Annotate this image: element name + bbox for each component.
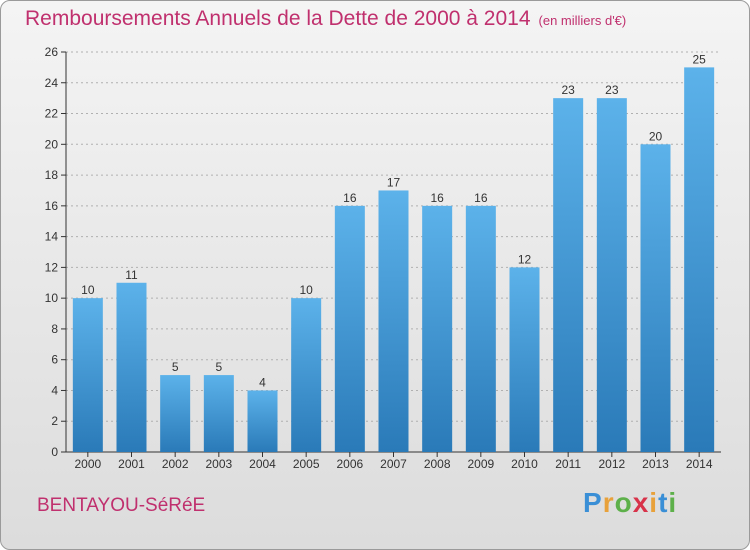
- y-tick-label: 8: [51, 322, 58, 336]
- y-tick-label: 12: [45, 260, 59, 274]
- bar-value-label: 16: [343, 191, 357, 205]
- x-tick-label: 2002: [162, 457, 189, 471]
- bar: [596, 98, 627, 453]
- y-tick-label: 4: [51, 383, 58, 397]
- x-tick-label: 2004: [249, 457, 276, 471]
- bar: [160, 375, 191, 452]
- bar-value-label: 25: [692, 52, 706, 66]
- y-tick-label: 24: [45, 76, 59, 90]
- bar: [378, 190, 409, 452]
- x-tick-label: 2011: [555, 457, 581, 471]
- bar-value-label: 16: [474, 191, 488, 205]
- x-tick-label: 2012: [598, 457, 625, 471]
- y-tick-label: 10: [45, 291, 59, 305]
- bar-value-label: 10: [299, 283, 313, 297]
- brand-letter: P: [583, 487, 603, 518]
- brand-letter: r: [602, 487, 615, 518]
- bar: [72, 298, 103, 452]
- bar: [422, 205, 453, 452]
- chart-title: Remboursements Annuels de la Dette de 20…: [25, 7, 626, 31]
- brand-logo: Proxiti: [583, 487, 677, 519]
- bar-value-label: 5: [215, 360, 222, 374]
- bar-value-label: 23: [561, 83, 575, 97]
- bar-value-label: 5: [172, 360, 179, 374]
- bar-value-label: 4: [259, 375, 266, 389]
- brand-letter: x: [632, 487, 650, 518]
- x-tick-label: 2000: [74, 457, 101, 471]
- y-tick-label: 16: [45, 199, 59, 213]
- x-tick-label: 2008: [424, 457, 451, 471]
- x-tick-label: 2010: [511, 457, 538, 471]
- y-tick-label: 6: [51, 353, 58, 367]
- bar: [553, 98, 584, 453]
- bar-value-label: 11: [125, 268, 138, 282]
- labels: 0246810121416182022242610200011200152002…: [45, 45, 713, 471]
- bar: [291, 298, 322, 452]
- brand-letter: t: [658, 487, 669, 518]
- y-tick-label: 20: [45, 137, 59, 151]
- x-tick-label: 2013: [642, 457, 669, 471]
- bar-value-label: 10: [81, 283, 95, 297]
- x-tick-label: 2009: [467, 457, 494, 471]
- bar: [203, 375, 234, 452]
- bar-value-label: 16: [430, 191, 444, 205]
- bar: [509, 267, 540, 452]
- y-tick-label: 14: [45, 230, 59, 244]
- brand-letter: i: [668, 487, 678, 518]
- brand-letter: i: [649, 487, 659, 518]
- bar: [684, 67, 715, 452]
- bar-value-label: 17: [387, 175, 401, 189]
- bar: [247, 390, 278, 452]
- x-tick-label: 2001: [118, 457, 145, 471]
- x-tick-label: 2007: [380, 457, 407, 471]
- x-tick-label: 2005: [293, 457, 320, 471]
- bar-value-label: 23: [605, 83, 619, 97]
- bar: [640, 144, 671, 453]
- bars: [72, 67, 715, 453]
- y-tick-label: 18: [45, 168, 59, 182]
- x-tick-label: 2003: [205, 457, 232, 471]
- y-tick-label: 0: [51, 445, 58, 459]
- y-tick-label: 2: [51, 414, 58, 428]
- chart-subtitle: (en milliers d'€): [538, 13, 627, 28]
- chart-title-text: Remboursements Annuels de la Dette de 20…: [25, 7, 531, 30]
- y-tick-label: 26: [45, 45, 59, 59]
- x-tick-label: 2014: [686, 457, 713, 471]
- y-tick-label: 22: [45, 107, 59, 121]
- town-name: BENTAYOU-SéRéE: [37, 495, 206, 516]
- bar: [334, 205, 365, 452]
- bar: [465, 205, 496, 452]
- x-tick-label: 2006: [336, 457, 363, 471]
- bar: [116, 282, 147, 452]
- bar-value-label: 12: [518, 252, 532, 266]
- bar-value-label: 20: [649, 129, 663, 143]
- brand-letter: o: [614, 487, 633, 518]
